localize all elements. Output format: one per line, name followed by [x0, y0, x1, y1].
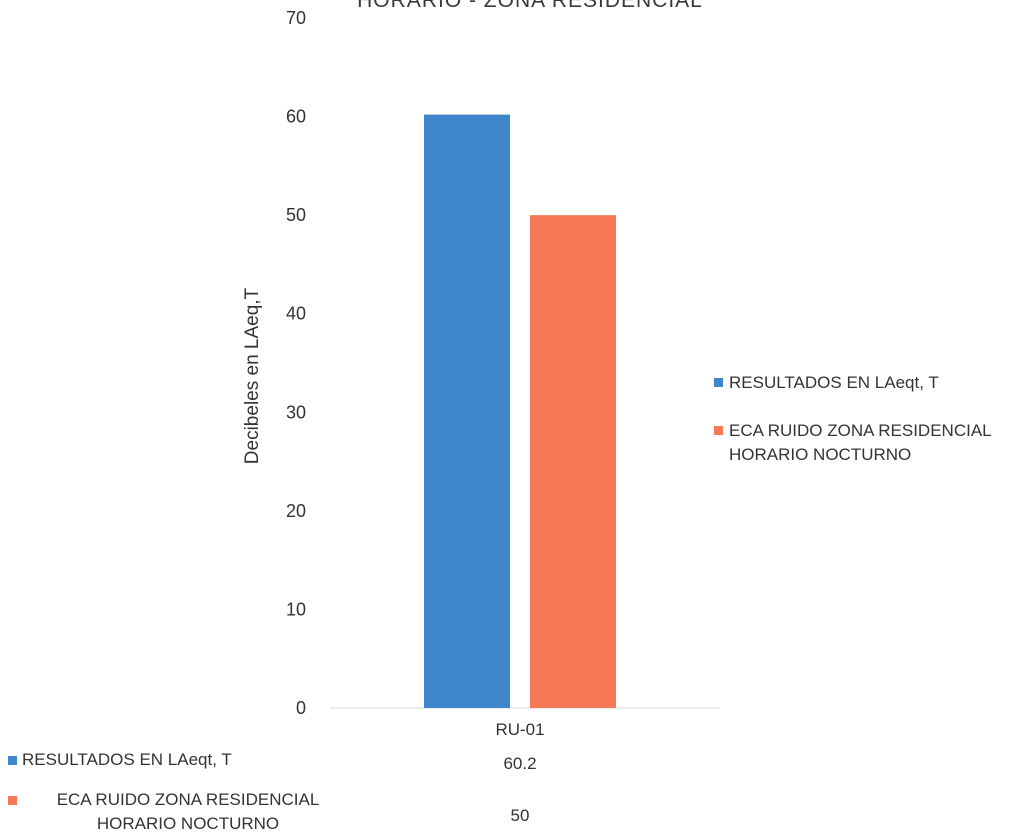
y-tick-label: 70	[286, 8, 306, 28]
chart-title: HORARIO - ZONA RESIDENCIAL	[357, 0, 703, 12]
legend-swatch-resultados	[714, 378, 723, 387]
y-tick-label: 60	[286, 107, 306, 127]
y-tick-label: 50	[286, 205, 306, 225]
table-value-eca: 50	[510, 806, 530, 825]
legend-label-resultados: RESULTADOS EN LAeqt, T	[729, 373, 939, 392]
legend-swatch-eca	[714, 426, 723, 435]
bar-eca-ru-01	[530, 215, 616, 708]
legend-item-resultados: RESULTADOS EN LAeqt, T	[712, 371, 1027, 395]
x-axis-tick-labels: RU-01	[495, 720, 544, 739]
legend-label-eca: ECA RUIDO ZONA RESIDENCIAL HORARIO NOCTU…	[729, 421, 991, 464]
table-label-resultados: RESULTADOS EN LAeqt, T	[22, 750, 232, 769]
data-table-row-resultados: RESULTADOS EN LAeqt, T	[6, 748, 346, 788]
x-tick-label: RU-01	[495, 720, 544, 739]
y-tick-label: 40	[286, 304, 306, 324]
bar-resultados-ru-01	[424, 114, 510, 709]
bar-group	[424, 114, 616, 709]
y-tick-label: 10	[286, 599, 306, 619]
chart-title-clip: HORARIO - ZONA RESIDENCIAL	[250, 0, 810, 16]
data-table-legend: RESULTADOS EN LAeqt, T ECA RUIDO ZONA RE…	[6, 748, 346, 836]
legend-item-eca: ECA RUIDO ZONA RESIDENCIAL HORARIO NOCTU…	[712, 419, 1027, 467]
table-label-eca: ECA RUIDO ZONA RESIDENCIAL HORARIO NOCTU…	[56, 790, 320, 833]
y-tick-label: 20	[286, 501, 306, 521]
data-table-row-eca: ECA RUIDO ZONA RESIDENCIAL HORARIO NOCTU…	[6, 788, 346, 836]
legend: RESULTADOS EN LAeqt, T ECA RUIDO ZONA RE…	[712, 371, 1027, 491]
table-swatch-resultados	[8, 756, 17, 765]
table-swatch-eca	[8, 796, 17, 805]
y-tick-label: 30	[286, 402, 306, 422]
y-axis-ticks: 0 10 20 30 40 50 60 70	[286, 8, 306, 718]
table-value-resultados: 60.2	[503, 754, 537, 773]
y-axis-label: Decibeles en LAeq,T	[242, 287, 263, 464]
y-tick-label: 0	[296, 698, 306, 718]
